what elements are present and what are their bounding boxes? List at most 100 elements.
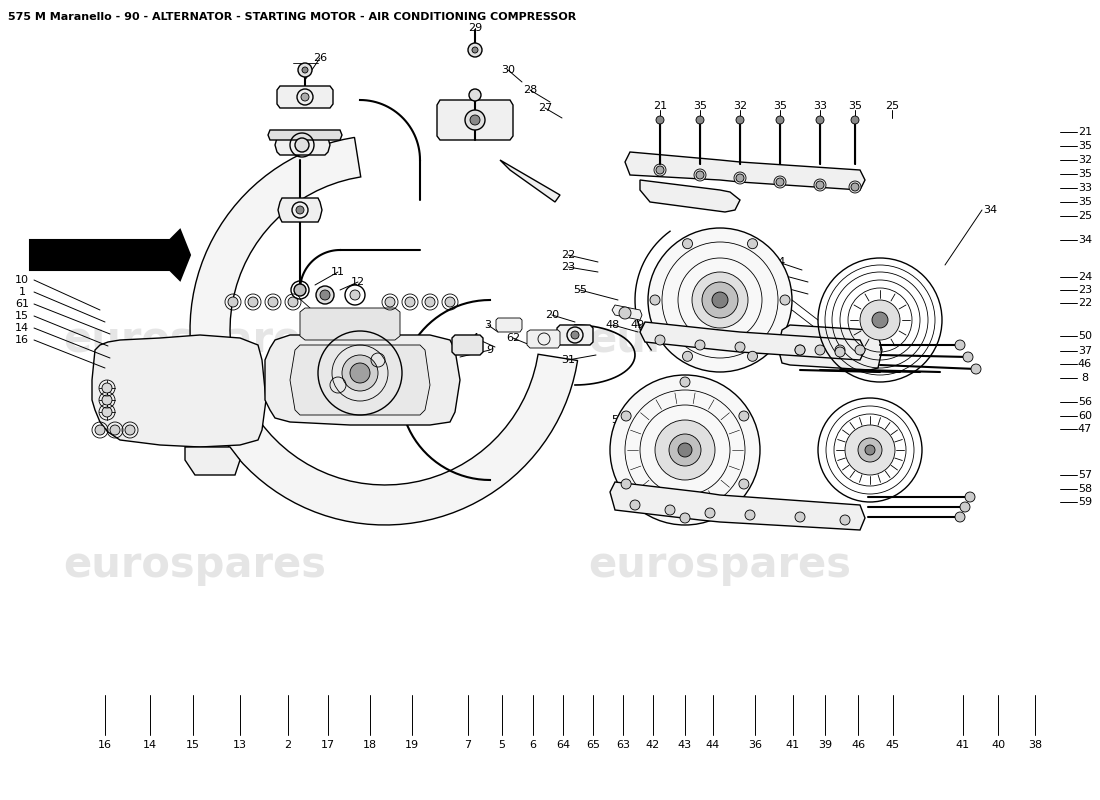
Text: 24: 24 xyxy=(1078,272,1092,282)
Polygon shape xyxy=(500,160,560,202)
Text: 21: 21 xyxy=(653,101,667,111)
Circle shape xyxy=(350,363,370,383)
Polygon shape xyxy=(30,230,190,280)
Text: 34: 34 xyxy=(1078,235,1092,245)
Text: 36: 36 xyxy=(748,740,762,750)
Text: 35: 35 xyxy=(1078,141,1092,151)
Circle shape xyxy=(695,340,705,350)
Circle shape xyxy=(654,420,715,480)
Circle shape xyxy=(780,295,790,305)
Circle shape xyxy=(125,425,135,435)
Circle shape xyxy=(855,345,865,355)
Text: 60: 60 xyxy=(781,325,795,335)
Circle shape xyxy=(301,93,309,101)
Circle shape xyxy=(405,297,415,307)
Text: 21: 21 xyxy=(1078,127,1092,137)
Text: 15: 15 xyxy=(15,311,29,321)
Circle shape xyxy=(858,438,882,462)
Circle shape xyxy=(694,169,706,181)
Circle shape xyxy=(816,116,824,124)
Circle shape xyxy=(971,364,981,374)
Text: 9: 9 xyxy=(486,345,494,355)
Text: 13: 13 xyxy=(233,740,248,750)
Circle shape xyxy=(95,425,104,435)
Text: 1: 1 xyxy=(19,287,25,297)
Polygon shape xyxy=(640,322,865,360)
Circle shape xyxy=(815,345,825,355)
Circle shape xyxy=(296,206,304,214)
Text: 52: 52 xyxy=(632,415,647,425)
Circle shape xyxy=(705,508,715,518)
Circle shape xyxy=(630,500,640,510)
Text: 33: 33 xyxy=(1078,183,1092,193)
Circle shape xyxy=(248,297,258,307)
Circle shape xyxy=(666,505,675,515)
Text: 40: 40 xyxy=(991,740,1005,750)
Circle shape xyxy=(468,43,482,57)
Polygon shape xyxy=(557,325,593,345)
Circle shape xyxy=(298,63,312,77)
Circle shape xyxy=(962,352,974,362)
Text: 32: 32 xyxy=(733,101,747,111)
Text: 35: 35 xyxy=(773,101,786,111)
Circle shape xyxy=(610,375,760,525)
Text: 46: 46 xyxy=(851,740,865,750)
Text: 38: 38 xyxy=(1027,740,1042,750)
Text: 54: 54 xyxy=(673,440,688,450)
Circle shape xyxy=(845,425,895,475)
Text: 14: 14 xyxy=(143,740,157,750)
Circle shape xyxy=(840,515,850,525)
Circle shape xyxy=(268,297,278,307)
Text: 15: 15 xyxy=(186,740,200,750)
Text: 42: 42 xyxy=(646,740,660,750)
Text: 14: 14 xyxy=(15,323,29,333)
Circle shape xyxy=(736,174,744,182)
Circle shape xyxy=(678,443,692,457)
Text: 3: 3 xyxy=(484,320,492,330)
Circle shape xyxy=(696,171,704,179)
Polygon shape xyxy=(610,482,865,530)
Text: 35: 35 xyxy=(1078,197,1092,207)
Text: 24: 24 xyxy=(771,257,785,267)
Circle shape xyxy=(860,300,900,340)
Circle shape xyxy=(465,110,485,130)
Circle shape xyxy=(734,172,746,184)
Circle shape xyxy=(342,355,378,391)
Circle shape xyxy=(736,116,744,124)
Text: 18: 18 xyxy=(363,740,377,750)
Circle shape xyxy=(816,181,824,189)
Text: 45: 45 xyxy=(886,740,900,750)
Polygon shape xyxy=(190,138,578,525)
Text: 49: 49 xyxy=(631,320,645,330)
Text: 25: 25 xyxy=(884,101,899,111)
Text: 4: 4 xyxy=(472,333,478,343)
Circle shape xyxy=(316,286,334,304)
Text: 23: 23 xyxy=(771,269,785,279)
Text: 56: 56 xyxy=(761,315,776,325)
Text: 26: 26 xyxy=(312,53,327,63)
Circle shape xyxy=(470,115,480,125)
Polygon shape xyxy=(290,345,430,415)
Circle shape xyxy=(702,282,738,318)
Text: 11: 11 xyxy=(331,267,345,277)
Polygon shape xyxy=(268,130,342,140)
Polygon shape xyxy=(612,305,642,320)
Text: 35: 35 xyxy=(1078,169,1092,179)
Circle shape xyxy=(955,340,965,350)
Text: 12: 12 xyxy=(351,277,365,287)
Polygon shape xyxy=(185,447,240,475)
Text: 22: 22 xyxy=(561,250,575,260)
Circle shape xyxy=(648,228,792,372)
Text: 41: 41 xyxy=(785,740,800,750)
Polygon shape xyxy=(437,100,513,140)
Polygon shape xyxy=(640,180,740,212)
Text: 23: 23 xyxy=(561,262,575,272)
Circle shape xyxy=(745,510,755,520)
Polygon shape xyxy=(527,330,560,348)
Polygon shape xyxy=(275,135,330,155)
Circle shape xyxy=(748,351,758,362)
Circle shape xyxy=(872,312,888,328)
Circle shape xyxy=(739,479,749,489)
Text: eurospares: eurospares xyxy=(588,544,851,586)
Circle shape xyxy=(865,445,874,455)
